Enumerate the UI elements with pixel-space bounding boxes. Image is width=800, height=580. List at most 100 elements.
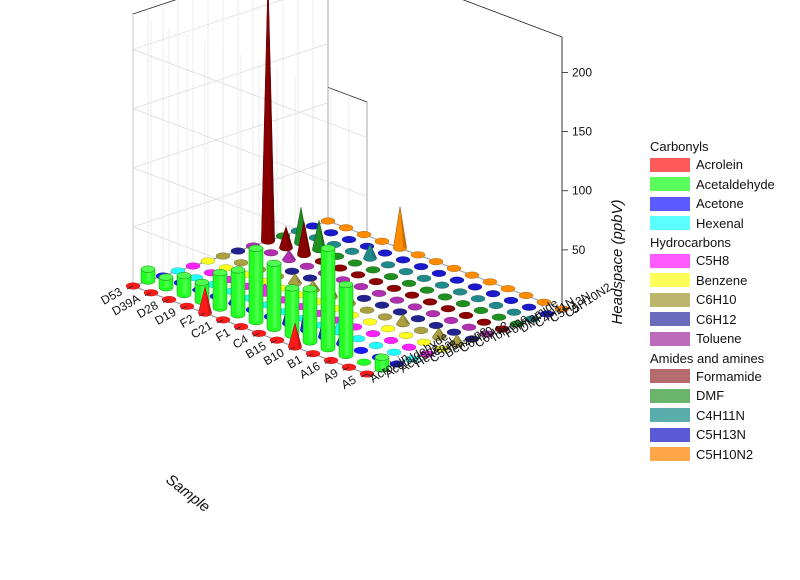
mark-toluene-c4 [371,289,387,297]
mark-c5h13n-c4 [431,269,447,277]
sample-tick-label: F1 [213,325,232,344]
mark-acetaldehyde-d28 [176,272,192,299]
compound-tick [516,323,523,328]
mark-acrolein-b10 [288,322,302,351]
sample-tick-label: A5 [339,372,359,392]
mark-acrolein-f2 [198,286,212,317]
mark-dmf-f2 [347,259,363,267]
mark-acetaldehyde-f1 [248,244,264,326]
mark-benzene-a9 [416,338,432,346]
legend-label: DMF [696,388,725,404]
mark-c4h11n-d19 [344,247,360,255]
mark-c5h13n-a16 [503,296,519,304]
sample-tick [288,346,296,351]
sample-tick-label: F2 [177,311,196,330]
mark-c6h12-d53 [230,247,246,255]
legend-item: C6H10 [650,290,800,310]
compound-tick [561,308,568,313]
mark-formamide-f1 [368,278,384,286]
mark-formamide-b15 [404,291,420,299]
compound-tick [396,363,403,368]
sample-tick [324,360,332,364]
sample-tick [270,339,278,344]
mark-acetaldehyde-a5 [374,353,390,373]
mark-dmf-c21 [365,266,381,274]
mark-hexenal-a9 [386,348,402,356]
legend-item: C5H8 [650,251,800,271]
compound-tick [381,368,388,373]
mark-c5h13n-b15 [449,276,465,284]
sample-tick [144,292,152,297]
legend-item: C5H10N2 [650,445,800,465]
mark-acetaldehyde-d53 [140,265,156,285]
compound-tick [366,373,373,378]
legend-label: Formamide [696,368,762,384]
sample-tick [360,373,368,378]
legend-swatch [650,253,690,268]
mark-benzene-d53 [200,257,216,265]
compound-tick [486,333,493,338]
mark-formamide-d28 [297,221,311,259]
legend-item: Formamide [650,367,800,387]
mark-formamide-b1 [440,305,456,313]
legend-group-title: Carbonyls [650,139,709,154]
mark-c6h10-a5 [450,334,464,348]
mark-acetone-a16 [353,346,369,354]
z-tick-label: 100 [572,184,592,198]
sample-tick [180,305,188,310]
compound-tick [501,328,508,333]
mark-toluene-d39a [263,249,279,257]
legend-item: Acetaldehyde [650,175,800,195]
legend-item: C6H12 [650,310,800,330]
mark-toluene-b1 [425,310,441,318]
mark-c6h10-d53 [215,252,231,260]
compound-tick [471,338,478,343]
mark-dmf-b1 [455,300,471,308]
mark-c5h8-a16 [383,336,399,344]
mark-c5h10n2-b1 [500,285,516,293]
sample-tick [342,366,350,371]
mark-benzene-b10 [362,318,378,326]
sample-tick-label: A9 [321,366,341,386]
legend-swatch [650,388,690,403]
mark-acetaldehyde-f2 [212,269,228,312]
legend-swatch [650,447,690,462]
legend-label: C6H10 [696,292,737,308]
mark-c5h10n2-d53 [320,217,336,225]
legend-swatch [650,216,690,231]
mark-acetaldehyde-d39a [158,273,174,292]
mark-c4h11n-c4 [416,274,432,282]
legend-label: Acrolein [696,157,743,173]
sample-tick [252,333,260,337]
mark-c5h10n2-b15 [464,271,480,279]
x-axis-title: Sample [162,471,213,516]
sample-tick [216,319,224,324]
mark-formamide-b10 [422,298,438,306]
mark-c5h13n-b1 [485,290,501,298]
mark-formamide-c21 [350,271,366,279]
mark-c5h13n-b10 [467,283,483,291]
mark-formamide-c4 [386,284,402,292]
mark-c6h10-b1 [396,313,410,328]
mark-c5h10n2-a9 [536,298,552,306]
mark-toluene-b15 [389,296,405,304]
mark-c6h12-b1 [410,315,426,323]
mark-c5h10n2-f2 [393,206,407,252]
mark-c5h13n-c21 [395,256,411,264]
mark-toluene-b10 [407,303,423,311]
mark-acetaldehyde-b1 [320,244,336,353]
legend-item: Hexenal [650,214,800,234]
mark-c5h13n-f2 [377,249,393,257]
compound-tick [531,318,538,323]
mark-c4h11n-a9 [506,308,522,316]
legend-swatch [650,157,690,172]
legend-item: C5H13N [650,425,800,445]
sample-tick-label: C4 [230,332,251,352]
mark-c4h11n-f1 [398,268,414,276]
mark-c6h12-b10 [392,308,408,316]
z-tick-label: 50 [572,243,586,257]
mark-formamide-d53 [261,0,275,245]
mark-formamide-d39a [279,225,293,252]
